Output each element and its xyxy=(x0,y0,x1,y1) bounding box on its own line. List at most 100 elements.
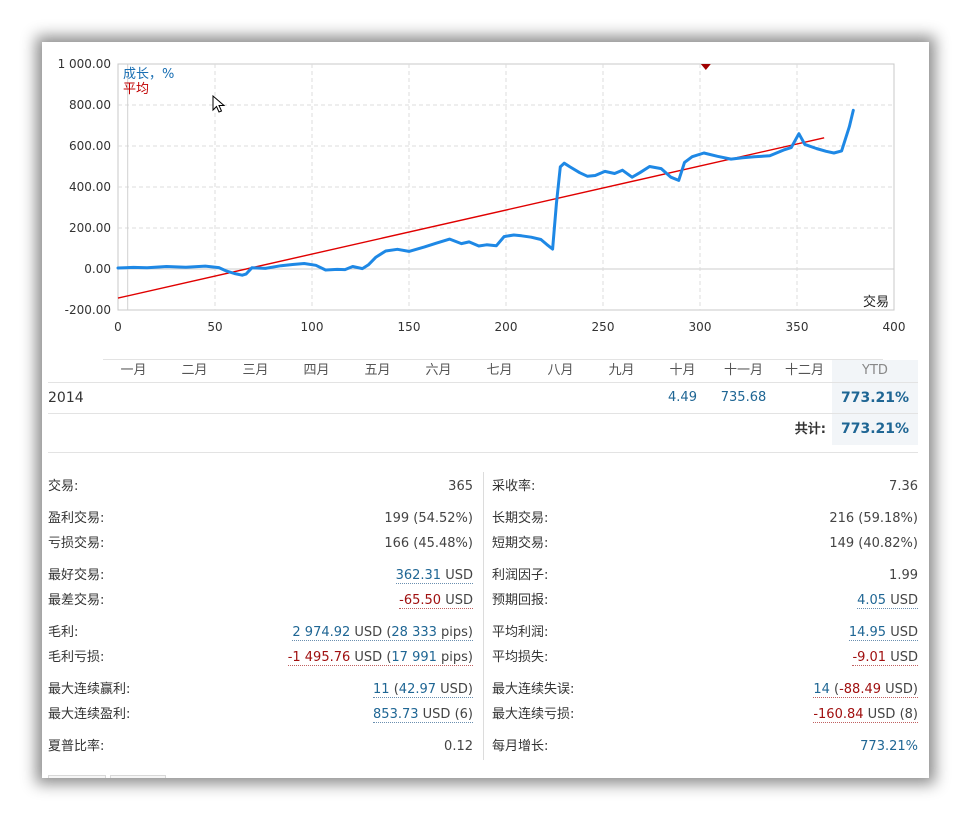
stat-value: 0.12 xyxy=(213,737,473,757)
stat-value-part: 166 (45.48%) xyxy=(384,536,473,551)
stat-label: 利润因子: xyxy=(492,568,549,583)
total-value: 773.21% xyxy=(832,414,918,445)
stat-label: 采收率: xyxy=(492,479,536,494)
stat-value-part: -9.01 xyxy=(852,650,887,665)
stat-value-part: pips) xyxy=(436,625,473,640)
stat-value-link[interactable]: -9.01 USD xyxy=(852,650,918,666)
stat-value: 7.36 xyxy=(658,477,918,497)
legend-average: 平均 xyxy=(123,82,150,97)
stat-value-link[interactable]: 2 974.92 USD (28 333 pips) xyxy=(292,625,473,641)
stat-label: 夏普比率: xyxy=(48,739,105,754)
stat-value: 1.99 xyxy=(658,566,918,586)
y-tick-label: 0.00 xyxy=(84,262,111,276)
stat-value-link[interactable]: -65.50 USD xyxy=(399,593,473,609)
stat-value: 14 (-88.49 USD) xyxy=(658,680,918,700)
x-tick-label: 150 xyxy=(398,320,421,334)
stat-label: 每月增长: xyxy=(492,739,549,754)
stat-value-part: USD xyxy=(441,568,473,583)
stat-value-link[interactable]: 853.73 USD (6) xyxy=(373,707,473,723)
month-header-cell: 十一月 xyxy=(723,363,763,378)
stat-label: 最大连续失误: xyxy=(492,682,575,697)
stat-value-part: 14 xyxy=(813,682,830,697)
stat-value-part: pips) xyxy=(436,650,473,665)
stat-value-link[interactable]: -160.84 USD (8) xyxy=(813,707,918,723)
stat-value-part: 4.05 xyxy=(857,593,887,608)
table-row: 2014 4.49 735.68 773.21% xyxy=(48,383,918,413)
month-value-cell xyxy=(225,383,286,413)
stat-value-part: 11 xyxy=(373,682,390,697)
stat-value-link[interactable]: 4.05 USD xyxy=(857,593,918,609)
stat-value: 4.05 USD xyxy=(658,591,918,611)
stat-value: 362.31 USD xyxy=(213,566,473,586)
stat-value: -9.01 USD xyxy=(658,648,918,668)
stat-value: -160.84 USD (8) xyxy=(658,705,918,725)
ytd-value-cell: 773.21% xyxy=(832,383,918,413)
stat-label: 长期交易: xyxy=(492,511,549,526)
stat-value-part: 7.36 xyxy=(889,479,918,494)
month-value-cell xyxy=(469,383,530,413)
x-tick-label: 300 xyxy=(689,320,712,334)
y-tick-label: 600.00 xyxy=(69,139,111,153)
stat-label: 最大连续赢利: xyxy=(48,682,131,697)
stat-label: 平均利润: xyxy=(492,625,549,640)
month-header-cell: 五月 xyxy=(364,363,391,378)
month-header-cell: 三月 xyxy=(242,363,269,378)
stat-label: 最大连续亏损: xyxy=(492,707,575,722)
stat-value-part: -65.50 xyxy=(399,593,442,608)
stat-value-part: 216 (59.18%) xyxy=(829,511,918,526)
stat-label: 预期回报: xyxy=(492,593,549,608)
stat-value-link[interactable]: -1 495.76 USD (17 991 pips) xyxy=(287,650,473,666)
month-header-cell: 十月 xyxy=(669,363,696,378)
report-panel: -200.00 0.00 200.00 400.00 600.00 800.00 1 000… xyxy=(42,42,929,778)
stat-label: 短期交易: xyxy=(492,536,549,551)
month-value-cell: 4.49 xyxy=(668,390,697,405)
stat-label: 最好交易: xyxy=(48,568,105,583)
month-value-cell xyxy=(347,383,408,413)
month-header-cell: 二月 xyxy=(181,363,208,378)
stat-value: 11 (42.97 USD) xyxy=(213,680,473,700)
stat-value-part: ( xyxy=(389,682,399,697)
stat-value-link[interactable]: 14 (-88.49 USD) xyxy=(813,682,918,698)
year-label: 2014 xyxy=(48,390,84,406)
growth-chart: -200.00 0.00 200.00 400.00 600.00 800.00 1 000… xyxy=(58,57,906,334)
y-tick-label: 800.00 xyxy=(69,98,111,112)
stat-value-link[interactable]: 362.31 USD xyxy=(395,568,473,584)
stat-label: 毛利: xyxy=(48,625,79,640)
stat-value-part: 28 333 xyxy=(391,625,437,640)
stat-value-part: 362.31 xyxy=(395,568,442,583)
stat-value-part: USD (6) xyxy=(418,707,473,722)
stat-value-part: USD xyxy=(886,625,918,640)
average-trend-line xyxy=(117,137,825,299)
x-tick-label: 400 xyxy=(883,320,906,334)
stat-label: 平均损失: xyxy=(492,650,549,665)
stat-value-link[interactable]: 14.95 USD xyxy=(848,625,918,641)
stat-label: 盈利交易: xyxy=(48,511,105,526)
x-tick-label: 200 xyxy=(495,320,518,334)
stat-value-part: -160.84 xyxy=(813,707,864,722)
stat-value-part: 42.97 xyxy=(398,682,437,697)
stat-label: 交易: xyxy=(48,479,79,494)
month-value-cell xyxy=(774,383,835,413)
growth-series-line xyxy=(116,108,855,277)
ytd-header: YTD xyxy=(832,360,918,382)
tab-stub-1[interactable] xyxy=(48,775,106,778)
month-value-cell xyxy=(591,383,652,413)
stat-value-part: USD ( xyxy=(350,625,392,640)
stat-value-part: -1 495.76 xyxy=(287,650,351,665)
month-header-cell: 九月 xyxy=(608,363,635,378)
stat-value-part: 149 (40.82%) xyxy=(829,536,918,551)
stat-value-part: 365 xyxy=(448,479,473,494)
stat-value: -1 495.76 USD (17 991 pips) xyxy=(213,648,473,668)
stat-value-part: 0.12 xyxy=(444,739,473,754)
month-value-cell xyxy=(530,383,591,413)
stat-value-part: -88.49 xyxy=(839,682,882,697)
stat-value: 166 (45.48%) xyxy=(213,534,473,554)
stat-value: 365 xyxy=(213,477,473,497)
stat-value-part: 17 991 xyxy=(391,650,437,665)
stat-value: 216 (59.18%) xyxy=(658,509,918,529)
tab-stub-2[interactable] xyxy=(110,775,166,778)
x-axis-label: 交易 xyxy=(863,294,889,310)
month-header-cell: 一月 xyxy=(120,363,147,378)
x-tick-label: 350 xyxy=(786,320,809,334)
stat-value-link[interactable]: 11 (42.97 USD) xyxy=(373,682,473,698)
